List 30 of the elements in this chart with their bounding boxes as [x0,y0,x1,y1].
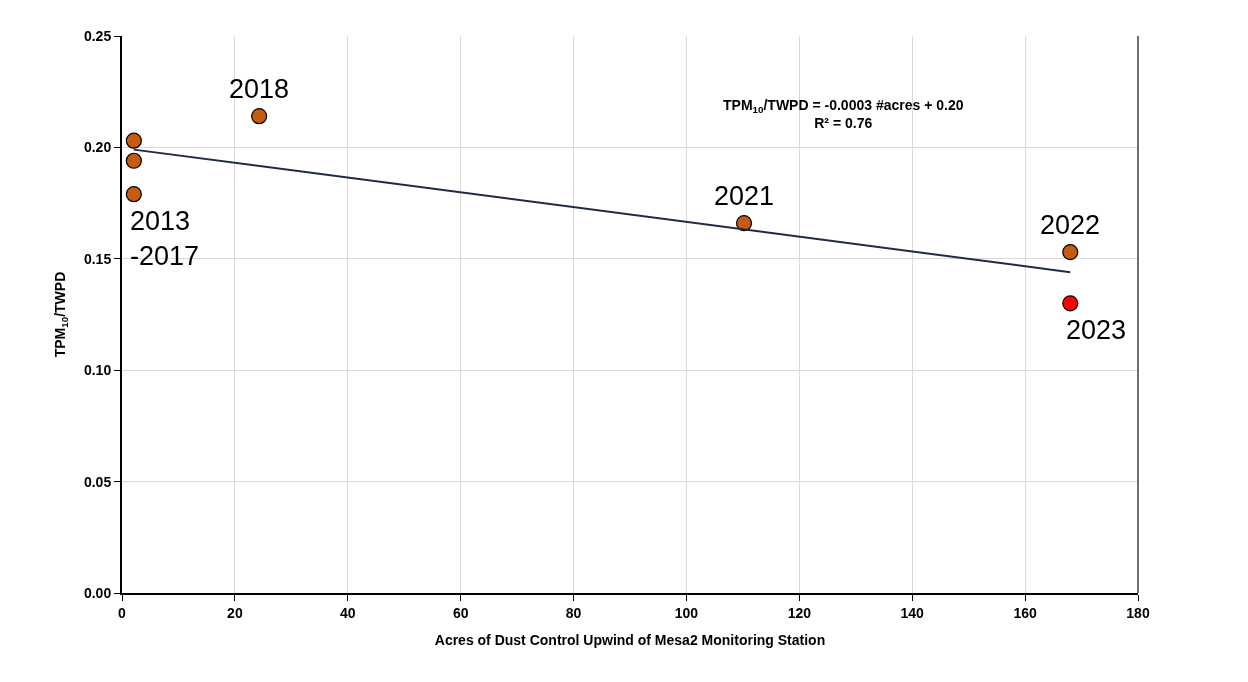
x-tick-label: 40 [339,604,356,621]
y-tick-label: 0.20 [83,139,112,156]
y-tick-label: 0.05 [83,473,112,490]
annotation: 2013 -2017 [130,206,200,272]
annotation: 2023 [1066,315,1127,345]
x-tick-label: 100 [674,604,699,621]
y-tick-label: 0.00 [83,584,112,601]
y-tick-label: 0.15 [83,250,112,267]
y-tick-label: 0.10 [83,362,112,379]
x-tick-label: 20 [227,604,243,621]
x-tick-label: 0 [118,604,127,621]
point [251,108,268,125]
annotation: 2018 [229,74,290,104]
x-tick-label: 120 [787,604,812,621]
point [1062,244,1079,261]
annotation: 2022 [1040,210,1101,240]
x-axis-title: Acres of Dust Control Upwind of Mesa2 Monitoring Station [434,631,826,648]
annotation: 2021 [714,181,775,211]
y-tick-label: 0.25 [83,27,112,44]
x-tick-label: 160 [1013,604,1037,621]
point [1062,295,1079,312]
annotation: TPM$_{10}$/TWPD = -0.0003 #acres + 0.20 R² = 0.76 [723,97,964,132]
point [125,186,142,203]
x-tick-label: 140 [900,604,925,621]
point [125,152,142,169]
x-tick-label: 80 [565,604,582,621]
x-tick-label: 180 [1126,604,1150,621]
point [125,132,142,149]
point [735,215,753,232]
x-tick-label: 60 [452,604,469,621]
